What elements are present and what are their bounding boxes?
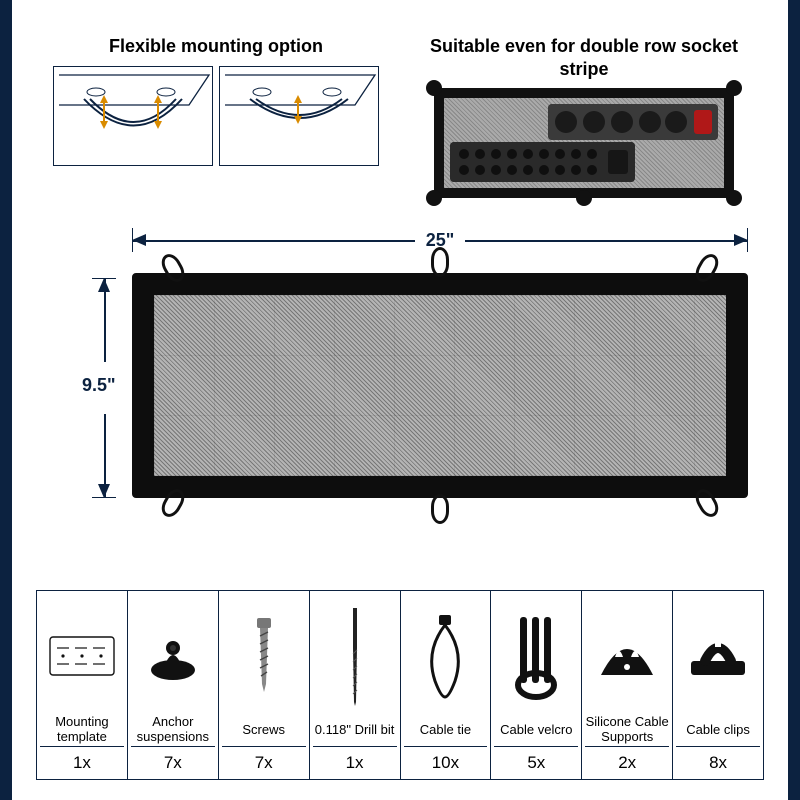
part-name: 0.118" Drill bit — [315, 714, 395, 746]
mounting-diagram-2 — [219, 66, 379, 166]
mount-ball-icon — [576, 190, 592, 206]
anchor-icon — [131, 597, 215, 714]
socket-section: Suitable even for double row socket stri… — [410, 35, 758, 198]
part-qty: 7x — [222, 746, 306, 773]
arrow-right-icon — [734, 234, 748, 246]
part-name: Cable tie — [420, 714, 471, 746]
part-cell: Cable tie 10x — [400, 590, 491, 780]
arrow-left-icon — [132, 234, 146, 246]
mount-ball-icon — [726, 190, 742, 206]
height-value: 9.5" — [82, 375, 116, 396]
screw-icon — [222, 597, 306, 714]
carabiner-icon — [158, 486, 189, 521]
socket-title: Suitable even for double row socket stri… — [410, 35, 758, 80]
cablesupport-icon — [585, 597, 669, 714]
part-cell: Cable clips 8x — [672, 590, 764, 780]
carabiner-icon — [431, 247, 449, 277]
power-strip-1 — [548, 104, 718, 140]
height-dimension: 9.5" — [92, 278, 116, 498]
mounting-diagrams — [42, 66, 390, 166]
part-qty: 7x — [131, 746, 215, 773]
part-qty: 5x — [494, 746, 578, 773]
parts-row: Mounting template 1x Anchor suspensions … — [36, 590, 764, 780]
mounting-diagram-1 — [53, 66, 213, 166]
part-cell: Screws 7x — [218, 590, 309, 780]
part-qty: 10x — [404, 746, 488, 773]
part-name: Anchor suspensions — [131, 714, 215, 746]
part-qty: 2x — [585, 746, 669, 773]
part-qty: 1x — [313, 746, 397, 773]
carabiner-icon — [158, 251, 189, 286]
power-strip-2 — [450, 142, 635, 182]
dimension-section: 25" 9.5" — [42, 228, 758, 528]
part-qty: 8x — [676, 746, 760, 773]
part-name: Screws — [242, 714, 285, 746]
carabiner-icon — [692, 251, 723, 286]
velcro-icon — [494, 597, 578, 714]
part-cell: 0.118" Drill bit 1x — [309, 590, 400, 780]
carabiner-icon — [431, 494, 449, 524]
cableclip-icon — [676, 597, 760, 714]
top-row: Flexible mounting option — [42, 35, 758, 198]
mount-ball-icon — [426, 80, 442, 96]
infographic-frame: Flexible mounting option — [0, 0, 800, 800]
mount-ball-icon — [726, 80, 742, 96]
part-name: Cable clips — [686, 714, 750, 746]
mounting-title: Flexible mounting option — [42, 35, 390, 58]
cabletie-icon — [404, 597, 488, 714]
carabiner-icon — [692, 486, 723, 521]
main-net — [132, 273, 748, 498]
part-name: Silicone Cable Supports — [585, 714, 669, 746]
drillbit-icon — [313, 597, 397, 714]
part-name: Cable velcro — [500, 714, 572, 746]
part-cell: Anchor suspensions 7x — [127, 590, 218, 780]
template-icon — [40, 597, 124, 714]
arrow-up-icon — [98, 278, 110, 292]
part-qty: 1x — [40, 746, 124, 773]
part-name: Mounting template — [40, 714, 124, 746]
arrow-down-icon — [98, 484, 110, 498]
part-cell: Silicone Cable Supports 2x — [581, 590, 672, 780]
mounting-option-section: Flexible mounting option — [42, 35, 390, 198]
part-cell: Cable velcro 5x — [490, 590, 581, 780]
mount-ball-icon — [426, 190, 442, 206]
part-cell: Mounting template 1x — [36, 590, 127, 780]
socket-demo-net — [434, 88, 734, 198]
